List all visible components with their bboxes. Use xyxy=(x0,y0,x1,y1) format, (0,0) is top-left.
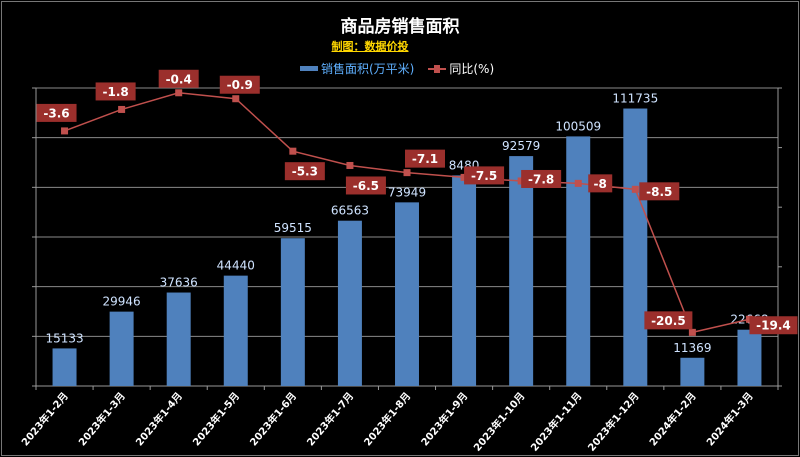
bar xyxy=(395,202,419,386)
x-tick-label: 2023年1-6月 xyxy=(247,390,299,449)
yoy-data-label: -7.8 xyxy=(528,172,554,186)
x-tick-label: 2023年1-2月 xyxy=(19,390,71,449)
bar xyxy=(566,136,591,386)
bar xyxy=(509,156,534,386)
x-tick-label: 2023年1-12月 xyxy=(585,390,642,454)
bar xyxy=(623,108,648,386)
yoy-label-box xyxy=(219,75,260,94)
yoy-marker xyxy=(175,89,183,97)
yoy-data-label: -7.1 xyxy=(412,152,438,166)
chart-subtitle: 制图：数据价投 xyxy=(331,40,409,53)
yoy-marker xyxy=(346,161,354,169)
bar-data-label: 11369 xyxy=(673,341,711,355)
bar-data-label: 15133 xyxy=(45,331,83,345)
yoy-data-label: -0.9 xyxy=(227,78,253,92)
yoy-data-label: -6.5 xyxy=(353,179,379,193)
bar-swatch-icon xyxy=(300,66,318,71)
x-tick-label: 2023年1-11月 xyxy=(528,390,585,454)
bar xyxy=(280,238,305,386)
yoy-label-box xyxy=(36,103,77,122)
bar xyxy=(109,311,134,386)
legend-label-area: 销售面积(万平米) xyxy=(321,62,415,76)
x-tick-label: 2023年1-7月 xyxy=(304,390,356,449)
yoy-label-box xyxy=(644,311,693,330)
yoy-data-label: -7.5 xyxy=(471,169,497,183)
yoy-label-box xyxy=(158,69,199,88)
yoy-marker xyxy=(232,95,240,103)
bar xyxy=(452,175,477,386)
yoy-label-box xyxy=(345,176,386,195)
legend-label-yoy: 同比(%) xyxy=(449,62,495,76)
chart-title: 商品房销售面积 xyxy=(340,17,460,37)
bar xyxy=(680,357,705,386)
legend: 销售面积(万平米) 同比(%) xyxy=(300,60,494,77)
yoy-data-label: -8.5 xyxy=(646,185,672,199)
bar-data-label: 37636 xyxy=(160,276,198,290)
bar xyxy=(223,275,248,386)
yoy-label-box xyxy=(284,162,325,181)
bar-data-label: 66563 xyxy=(331,204,369,218)
bar-data-label: 111735 xyxy=(612,92,658,106)
yoy-data-label: -20.5 xyxy=(651,314,686,328)
bar-data-label: 73949 xyxy=(388,185,426,199)
x-tick-label: 2023年1-9月 xyxy=(418,390,470,449)
yoy-marker xyxy=(574,179,582,187)
yoy-marker xyxy=(631,185,639,193)
yoy-marker xyxy=(688,328,696,336)
yoy-label-box xyxy=(639,182,680,201)
x-tick-label: 2024年1-2月 xyxy=(646,390,698,449)
yoy-data-label: -3.6 xyxy=(43,106,69,120)
x-tick-label: 2024年1-3月 xyxy=(703,390,755,449)
x-tick-label: 2023年1-3月 xyxy=(76,390,128,449)
yoy-label-box xyxy=(749,316,798,335)
yoy-label-box xyxy=(405,149,445,168)
yoy-data-label: -1.8 xyxy=(102,85,128,99)
line-swatch-icon xyxy=(428,64,447,73)
bar-data-label: 59515 xyxy=(274,221,312,235)
bar-data-label: 100509 xyxy=(555,119,601,133)
yoy-label-box xyxy=(588,174,613,193)
bar-data-label: 29946 xyxy=(103,295,141,309)
yoy-data-label: -5.3 xyxy=(292,165,318,179)
yoy-marker xyxy=(289,147,297,155)
bar xyxy=(166,292,191,386)
yoy-marker xyxy=(118,105,126,113)
yoy-marker xyxy=(403,169,411,177)
yoy-label-box xyxy=(464,166,505,185)
yoy-data-label: -0.4 xyxy=(166,72,192,86)
legend-item-area: 销售面积(万平米) xyxy=(300,60,414,77)
yoy-label-box xyxy=(521,169,562,188)
yoy-marker xyxy=(61,127,69,135)
yoy-data-label: -19.4 xyxy=(756,319,791,333)
legend-item-yoy: 同比(%) xyxy=(428,60,494,77)
bar-data-label: 92579 xyxy=(502,139,540,153)
x-tick-label: 2023年1-5月 xyxy=(190,390,242,449)
yoy-label-box xyxy=(95,82,136,101)
x-tick-label: 2023年1-8月 xyxy=(361,390,413,449)
yoy-data-label: -8 xyxy=(594,177,607,191)
bar xyxy=(737,329,762,386)
bar-data-label: 44440 xyxy=(217,259,255,273)
bar xyxy=(52,348,77,386)
x-tick-label: 2023年1-4月 xyxy=(133,390,185,449)
bar xyxy=(337,220,362,386)
x-tick-label: 2023年1-10月 xyxy=(471,390,528,454)
